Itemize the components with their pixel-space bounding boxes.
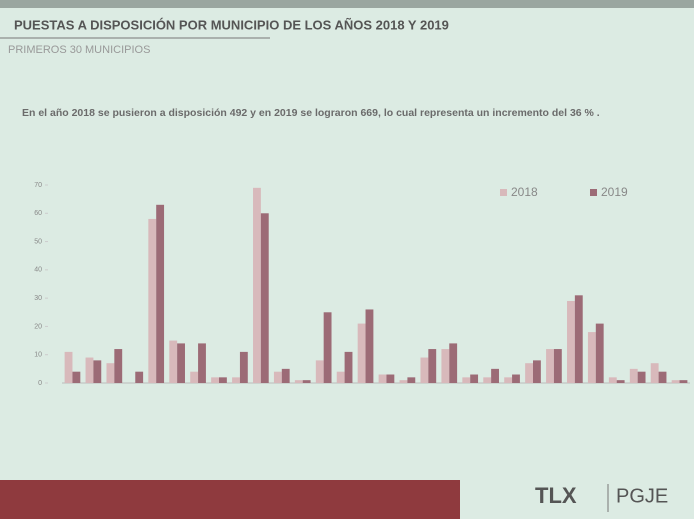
bar: [483, 377, 492, 383]
bar: [595, 323, 604, 383]
bar: [386, 374, 395, 383]
bar: [616, 380, 625, 383]
bar: [574, 295, 583, 383]
bar: [281, 368, 290, 383]
bar: [462, 377, 471, 383]
bar: [232, 377, 240, 383]
y-tick-label: 0: [38, 380, 42, 387]
bar: [315, 360, 324, 383]
bar: [533, 360, 541, 383]
y-tick-label: 40: [34, 267, 42, 274]
bar: [169, 340, 178, 383]
y-tick-label: 50: [34, 238, 42, 245]
bar: [399, 380, 408, 383]
legend-label: 2019: [601, 185, 628, 199]
y-tick-label: 20: [34, 323, 42, 330]
legend-label: 2018: [511, 185, 538, 199]
bar: [637, 371, 646, 383]
bar: [608, 377, 617, 383]
y-tick-label: 10: [34, 352, 42, 359]
bar: [190, 371, 199, 383]
bar: [378, 374, 387, 383]
bar: [336, 371, 345, 383]
bar: [491, 368, 499, 383]
bar: [239, 351, 248, 383]
footer-band: [0, 480, 460, 519]
bar: [441, 349, 450, 383]
bar: [273, 371, 282, 383]
bar: [85, 357, 94, 383]
y-tick-label: 30: [34, 295, 42, 302]
bar: [135, 371, 144, 383]
bar: [148, 218, 157, 383]
bar: [114, 349, 123, 383]
bar: [587, 332, 596, 383]
bar: [198, 343, 206, 383]
bar: [357, 323, 366, 383]
bar: [344, 351, 353, 383]
bar: [525, 363, 533, 383]
bar: [365, 309, 374, 383]
logo-tlx: TLX: [535, 483, 577, 508]
bar: [302, 380, 311, 383]
bar: [449, 343, 458, 383]
logo-pgje: PGJE: [616, 485, 668, 507]
bar: [323, 312, 332, 383]
bar: [156, 204, 165, 383]
bar: [72, 371, 81, 383]
bar: [671, 380, 680, 383]
bar: [93, 360, 102, 383]
bar: [211, 377, 219, 383]
bar: [546, 349, 554, 383]
bar: [504, 377, 513, 383]
slide-title: PUESTAS A DISPOSICIÓN POR MUNICIPIO DE L…: [14, 17, 449, 32]
slide-subtitle: PRIMEROS 30 MUNICIPIOS: [8, 44, 150, 56]
bar: [407, 377, 416, 383]
intro-box: En el año 2018 se pusieron a disposición…: [22, 107, 600, 119]
bar: [294, 380, 303, 383]
legend-swatch: [590, 189, 597, 196]
bar: [650, 363, 659, 383]
bar: [219, 377, 227, 383]
bar: [106, 363, 115, 383]
y-tick-label: 70: [34, 182, 42, 189]
bar: [64, 351, 73, 383]
bar: [567, 300, 575, 383]
legend-swatch: [500, 189, 507, 196]
bar: [177, 343, 185, 383]
bar: [260, 213, 269, 383]
top-band: [0, 0, 694, 8]
bar: [679, 380, 688, 383]
intro-text: En el año 2018 se pusieron a disposición…: [22, 107, 600, 119]
bar: [512, 374, 520, 383]
bar: [420, 357, 429, 383]
y-tick-label: 60: [34, 210, 42, 217]
bar: [658, 371, 667, 383]
bar: [428, 349, 437, 383]
bar: [553, 349, 562, 383]
bar: [253, 187, 261, 383]
bar: [629, 368, 638, 383]
bar: [470, 374, 479, 383]
